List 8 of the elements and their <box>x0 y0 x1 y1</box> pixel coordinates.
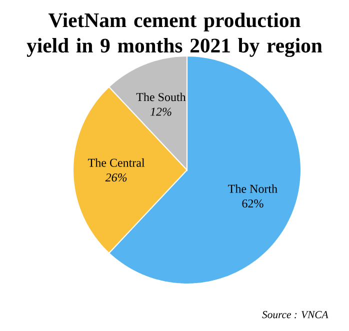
data-label: 26% <box>105 173 127 182</box>
slice-label: The North <box>228 184 278 193</box>
slice-label: The Central <box>88 158 145 167</box>
slice-label: The South <box>136 92 186 102</box>
source-note: Source : VNCA <box>262 311 328 318</box>
data-label: 12% <box>150 108 172 116</box>
data-label: 62% <box>242 199 264 208</box>
chart-title: VietNam cement production yield in 9 months 2021 by region <box>26 12 322 57</box>
